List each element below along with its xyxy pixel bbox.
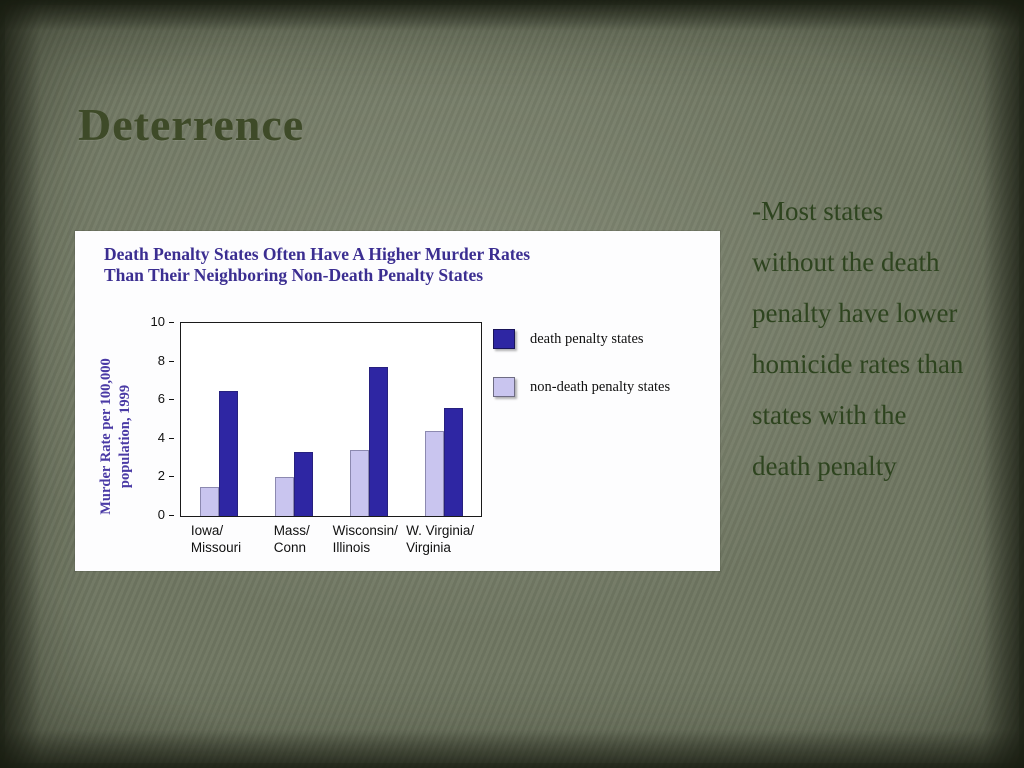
x-axis-label: Wisconsin/Illinois: [333, 522, 398, 556]
legend-swatch: [493, 329, 515, 349]
chart-title: Death Penalty States Often Have A Higher…: [104, 244, 530, 286]
x-axis-label: Iowa/Missouri: [191, 522, 241, 556]
x-axis-label-line: W. Virginia/: [406, 523, 475, 538]
bar-group: Mass/Conn: [274, 323, 313, 555]
bar-non-death-penalty-states: [199, 487, 219, 516]
x-axis-label-line: Illinois: [332, 540, 371, 555]
legend-label: death penalty states: [530, 330, 644, 347]
x-axis-label-line: Conn: [273, 540, 306, 555]
y-axis-ticks: 0 2 4 6 8 10: [143, 315, 175, 522]
chart-title-line2: Than Their Neighboring Non-Death Penalty…: [104, 265, 484, 285]
y-axis-title-text: Murder Rate per 100,000 population, 1999: [97, 319, 139, 554]
legend-label: non-death penalty states: [530, 378, 671, 395]
bar-group: Wisconsin/Illinois: [333, 323, 398, 555]
bar-non-death-penalty-states: [424, 431, 444, 516]
x-axis-label-line: Iowa/: [190, 523, 224, 538]
y-tick-label: 2: [157, 468, 175, 484]
y-axis-title-line1: Murder Rate per 100,000: [98, 358, 114, 515]
x-axis-label-line: Wisconsin/: [332, 523, 398, 538]
x-axis-label: Mass/Conn: [274, 522, 310, 556]
bar-pair: [424, 407, 463, 516]
x-axis-label: W. Virginia/Virginia: [406, 522, 474, 556]
bar-death-penalty-states: [368, 367, 388, 516]
y-axis-title-line2: population, 1999: [117, 384, 133, 489]
y-axis-title: Murder Rate per 100,000 population, 1999: [97, 319, 139, 554]
bar-death-penalty-states: [293, 452, 313, 516]
y-tick-label: 4: [157, 429, 175, 445]
bar-pair: [349, 367, 388, 516]
x-axis-label-line: Missouri: [190, 540, 242, 555]
bar-death-penalty-states: [443, 407, 463, 516]
bar-death-penalty-states: [218, 390, 238, 516]
bar-non-death-penalty-states: [274, 477, 294, 516]
body-text: -Most states without the death penalty h…: [752, 196, 964, 481]
legend-swatch: [493, 377, 515, 397]
legend-item: non-death penalty states: [493, 377, 670, 397]
x-axis-label-line: Mass/: [273, 523, 310, 538]
y-tick-label: 8: [157, 352, 175, 368]
plot-area: Iowa/Missouri Mass/Conn Wisconsin/Illinois…: [180, 322, 482, 555]
bar-groups: Iowa/Missouri Mass/Conn Wisconsin/Illinois…: [181, 323, 481, 555]
y-tick-label: 0: [157, 507, 175, 522]
chart-panel: Death Penalty States Often Have A Higher…: [75, 231, 720, 571]
y-tick-label: 10: [150, 314, 175, 329]
legend-item: death penalty states: [493, 329, 670, 349]
slide-title: Deterrence: [78, 99, 305, 150]
bar-group: Iowa/Missouri: [191, 323, 241, 555]
bar-pair: [199, 390, 238, 516]
bar-pair: [274, 452, 313, 516]
x-axis-label-line: Virginia: [406, 540, 451, 555]
chart-legend: death penalty states non-death penalty st…: [493, 329, 670, 397]
y-tick-label: 6: [157, 391, 175, 407]
bar-group: W. Virginia/Virginia: [406, 323, 474, 555]
chart-title-line1: Death Penalty States Often Have A Higher…: [104, 244, 531, 264]
bar-non-death-penalty-states: [349, 450, 369, 516]
